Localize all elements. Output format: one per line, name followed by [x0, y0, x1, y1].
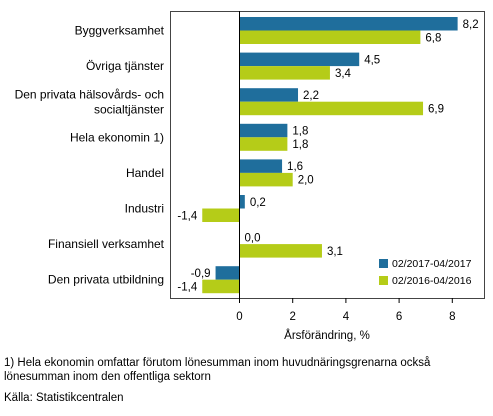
footnote-line-1: 1) Hela ekonomin omfattar förutom lönesu…: [4, 357, 431, 369]
bar-series1-4: [239, 159, 283, 173]
category-label-0: Byggverksamhet: [75, 24, 165, 38]
x-tick-label-1: 2: [289, 311, 295, 323]
bar-series2-1: [239, 66, 330, 80]
data-label-series1-6: 0,0: [245, 232, 261, 244]
category-label-6: Finansiell verksamhet: [48, 237, 165, 251]
data-label-series2-3: 1,8: [292, 139, 308, 151]
bar-series1-7: [215, 266, 240, 280]
category-label-2-line2: socialtjänster: [94, 103, 164, 117]
bar-series1-1: [239, 52, 360, 67]
category-label-7: Den privata utbildning: [48, 273, 164, 287]
x-axis-title: Årsförändring, %: [284, 329, 370, 342]
data-label-series2-4: 2,0: [298, 175, 314, 187]
x-tick-label-2: 4: [343, 311, 350, 323]
bar-series1-5: [239, 195, 245, 209]
data-label-series2-7: -1,4: [177, 281, 197, 293]
bar-series1-0: [239, 17, 458, 31]
data-label-series2-2: 6,9: [428, 103, 444, 115]
category-label-4: Handel: [126, 166, 164, 180]
bar-series2-6: [239, 244, 322, 258]
data-label-series1-5: 0,2: [250, 197, 266, 209]
data-label-series1-0: 8,2: [463, 19, 479, 31]
bar-series1-3: [239, 123, 288, 138]
legend-label-1: 02/2017-04/2017: [392, 258, 472, 270]
bar-series2-0: [239, 30, 421, 44]
data-label-series1-3: 1,8: [292, 126, 308, 138]
data-label-series1-7: -0,9: [191, 268, 211, 280]
source-note: Källa: Statistikcentralen: [4, 392, 124, 404]
data-label-series1-2: 2,2: [303, 90, 319, 102]
bar-series2-5: [202, 208, 240, 222]
data-label-series1-1: 4,5: [364, 54, 380, 66]
legend-label-2: 02/2016-04/2016: [392, 275, 472, 287]
data-label-series2-1: 3,4: [335, 68, 352, 80]
x-tick-label-0: 0: [236, 311, 242, 323]
x-tick-label-4: 8: [449, 311, 455, 323]
bar-series1-2: [239, 88, 299, 102]
category-label-3: Hela ekonomin 1): [70, 130, 164, 144]
category-label-1: Övriga tjänster: [86, 59, 164, 73]
data-label-series2-0: 6,8: [425, 32, 441, 44]
data-label-series2-5: -1,4: [177, 210, 197, 222]
legend-swatch-2: [379, 276, 388, 285]
plot-frame: [170, 11, 485, 299]
bar-series2-2: [239, 101, 424, 116]
category-label-5: Industri: [125, 202, 164, 216]
x-tick-label-3: 6: [396, 311, 402, 323]
bar-series2-4: [239, 172, 293, 187]
data-label-series1-4: 1,6: [287, 161, 303, 173]
category-label-2-line1: Den privata hälsovårds- och: [15, 88, 164, 102]
legend-swatch-1: [379, 259, 388, 268]
bar-series2-3: [239, 137, 288, 151]
footnote-line-2: lönesumman inom den offentliga sektorn: [4, 371, 211, 383]
data-label-series2-6: 3,1: [327, 246, 343, 258]
bar-series2-7: [202, 279, 240, 294]
bar-chart: 8,2 6,8 Byggverksamhet 4,5 3,4 Övriga tjänste…: [15, 11, 485, 342]
